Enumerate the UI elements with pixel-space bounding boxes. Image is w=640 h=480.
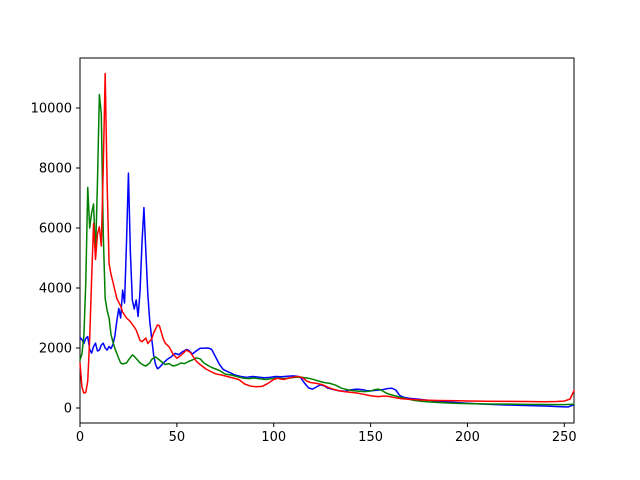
x-tick-label: 250 bbox=[552, 430, 577, 445]
series-line-red-channel bbox=[79, 72, 575, 403]
y-tick-label: 4000 bbox=[39, 282, 72, 297]
x-tick-label: 200 bbox=[455, 430, 480, 445]
series-layer bbox=[79, 72, 575, 408]
x-axis: 0 50 100 150 200 250 bbox=[76, 423, 577, 445]
axes-spines bbox=[79, 57, 575, 424]
plot-border bbox=[79, 57, 575, 424]
series-line-blue-channel bbox=[79, 172, 575, 408]
y-tick-label: 6000 bbox=[39, 222, 72, 237]
y-axis: 0 2000 4000 6000 8000 10000 bbox=[31, 102, 80, 417]
y-tick-label: 0 bbox=[64, 402, 72, 417]
x-tick-label: 100 bbox=[261, 430, 286, 445]
series-line-green-channel bbox=[79, 93, 575, 406]
x-tick-label: 150 bbox=[358, 430, 383, 445]
x-tick-label: 50 bbox=[169, 430, 186, 445]
y-tick-label: 8000 bbox=[39, 162, 72, 177]
x-tick-label: 0 bbox=[76, 430, 84, 445]
y-tick-label: 10000 bbox=[31, 102, 72, 117]
y-tick-label: 2000 bbox=[39, 342, 72, 357]
